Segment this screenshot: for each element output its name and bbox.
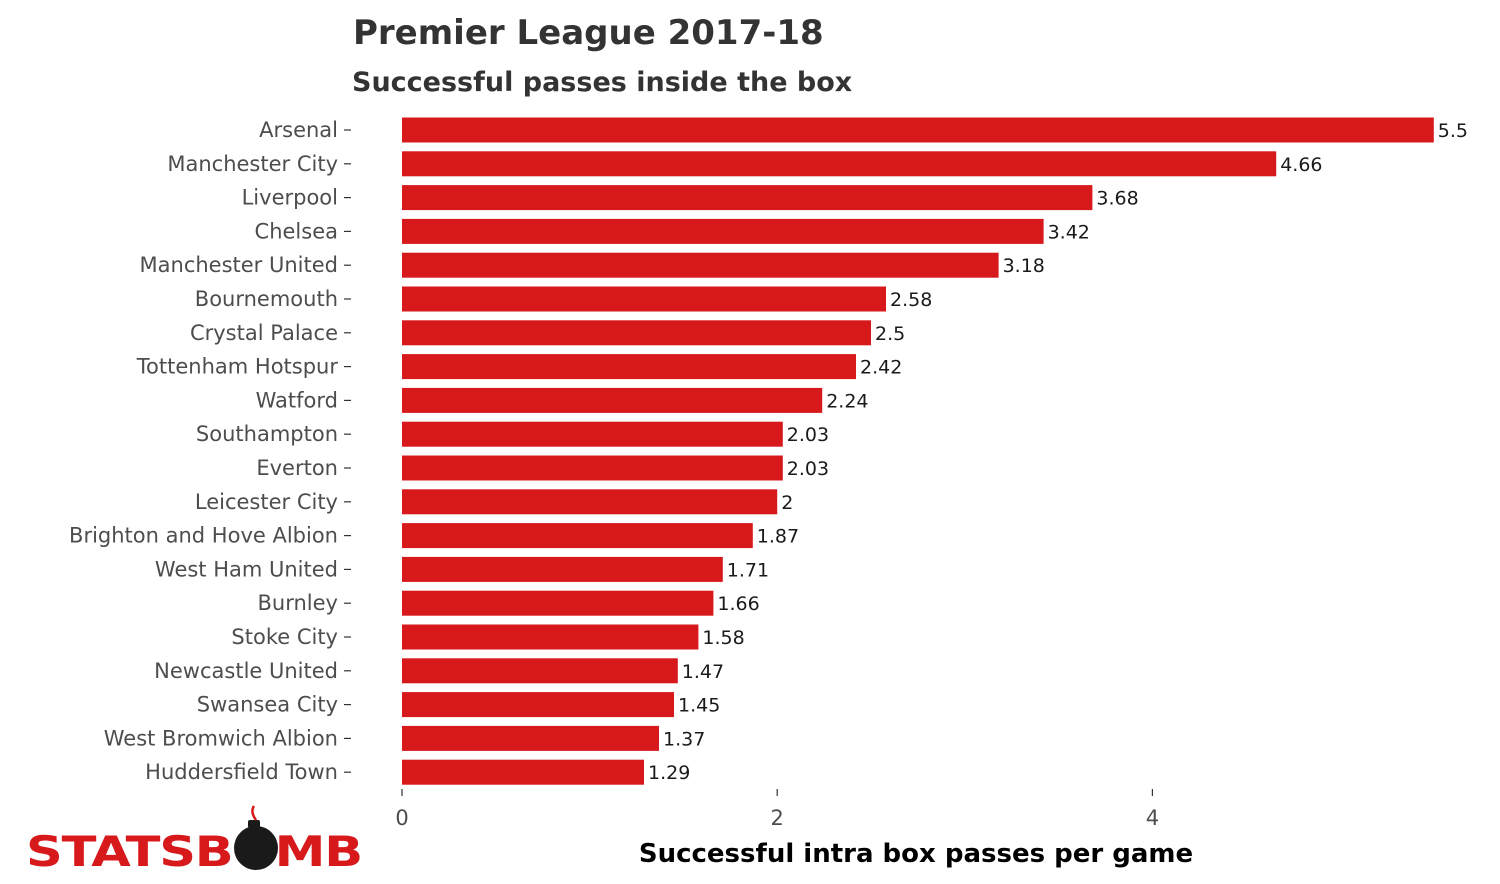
value-label: 1.58 <box>702 627 744 649</box>
bar <box>402 354 856 380</box>
bar <box>402 320 871 346</box>
category-label: Arsenal <box>259 118 338 142</box>
value-label: 1.66 <box>717 593 759 615</box>
bar <box>402 252 999 278</box>
value-label: 3.42 <box>1048 221 1090 243</box>
value-label: 2.5 <box>875 323 905 345</box>
category-label: Manchester City <box>167 152 338 176</box>
bar <box>402 455 783 481</box>
value-label: 1.37 <box>663 728 705 750</box>
bar <box>402 658 678 684</box>
x-tick-label: 4 <box>1146 806 1159 830</box>
category-label: Chelsea <box>255 219 338 243</box>
category-label: Brighton and Hove Albion <box>69 524 338 548</box>
category-label: Watford <box>256 388 338 412</box>
category-label: Newcastle United <box>154 659 338 683</box>
category-label: Burnley <box>258 591 338 615</box>
x-axis: 0 2 4 <box>395 789 1159 830</box>
bar <box>402 489 778 515</box>
value-label: 1.87 <box>757 526 799 548</box>
bar <box>402 692 674 718</box>
bar <box>402 387 823 413</box>
value-label: 2.24 <box>826 390 868 412</box>
chart-title: Premier League 2017-18 <box>353 13 824 53</box>
x-axis-label: Successful intra box passes per game <box>639 839 1193 869</box>
value-label: 3.68 <box>1096 188 1138 210</box>
value-label: 1.29 <box>648 762 690 784</box>
category-label: Crystal Palace <box>190 321 338 345</box>
value-label: 5.5 <box>1438 120 1468 142</box>
bar <box>402 624 699 650</box>
value-label: 2.58 <box>890 289 932 311</box>
value-label: 1.45 <box>678 695 720 717</box>
category-labels: Arsenal Manchester City Liverpool Chelsea Ma… <box>69 118 351 784</box>
category-label: Bournemouth <box>195 287 338 311</box>
category-label: Southampton <box>196 422 338 446</box>
bar <box>402 759 644 785</box>
category-label: Leicester City <box>195 490 338 514</box>
category-label: Swansea City <box>197 693 338 717</box>
bar <box>402 286 886 312</box>
x-tick-label: 2 <box>771 806 784 830</box>
bar <box>402 421 783 447</box>
chart-subtitle: Successful passes inside the box <box>352 67 852 98</box>
bar <box>402 556 723 582</box>
x-tick-label: 0 <box>395 806 408 830</box>
value-label: 2.03 <box>787 424 829 446</box>
value-label: 4.66 <box>1280 154 1322 176</box>
category-label: Liverpool <box>242 186 338 210</box>
category-label: West Bromwich Albion <box>104 726 338 750</box>
value-label: 1.47 <box>682 661 724 683</box>
value-label: 2.03 <box>787 458 829 480</box>
category-label: Huddersfield Town <box>145 760 338 784</box>
value-label: 3.18 <box>1003 255 1045 277</box>
value-label: 2.42 <box>860 357 902 379</box>
bar <box>402 590 714 616</box>
category-label: Manchester United <box>140 253 338 277</box>
bar <box>402 218 1044 244</box>
bomb-icon <box>234 805 278 870</box>
bar <box>402 117 1434 143</box>
category-label: Everton <box>256 456 338 480</box>
bars-layer <box>402 117 1434 785</box>
bar <box>402 523 753 549</box>
bar <box>402 151 1277 177</box>
value-label: 1.71 <box>727 559 769 581</box>
category-label: Tottenham Hotspur <box>136 355 339 379</box>
logo-text: STATSBOMB <box>26 827 362 876</box>
bar <box>402 185 1093 211</box>
value-label: 2 <box>781 492 793 514</box>
category-label: West Ham United <box>155 557 338 581</box>
bar <box>402 725 659 751</box>
statsbomb-logo: STATSBOMB <box>26 805 363 876</box>
category-label: Stoke City <box>231 625 338 649</box>
value-labels: 5.5 4.66 3.68 3.423.18 2.58 2.5 2.42 2.24 2.03 2.… <box>648 120 1468 784</box>
